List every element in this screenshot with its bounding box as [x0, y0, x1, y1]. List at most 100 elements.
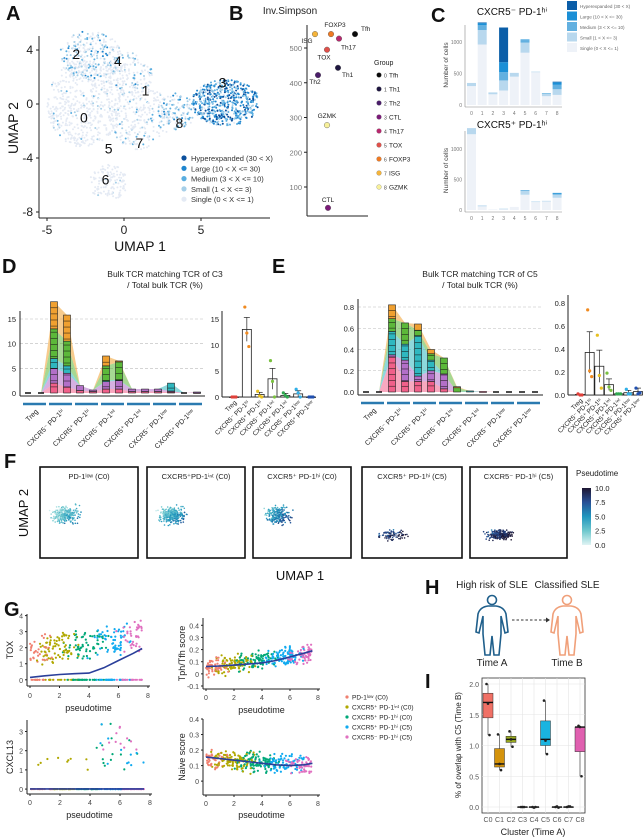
umap-point	[91, 63, 94, 66]
umap-cell-point	[64, 519, 67, 522]
umap-point	[112, 183, 115, 186]
umap-point	[110, 82, 113, 85]
umap-point	[106, 54, 109, 57]
umap-cell-point	[494, 537, 497, 539]
umap-cell-point	[271, 521, 274, 523]
umap-point	[98, 75, 101, 78]
umap-point	[71, 60, 74, 63]
stacked-bar-segment	[531, 202, 541, 210]
umap-point	[86, 64, 89, 67]
umap-point	[121, 70, 124, 73]
cell-point	[307, 659, 310, 662]
umap-point	[121, 93, 124, 96]
cell-point	[289, 651, 292, 655]
umap-cell-point	[175, 514, 178, 516]
umap-cell-point	[492, 536, 495, 538]
stacked-bar-segment	[552, 82, 562, 85]
umap-point	[175, 118, 178, 121]
umap-point	[206, 115, 209, 118]
umap-cell-point	[72, 523, 74, 525]
umap-point	[73, 107, 75, 110]
y-tick-label: 0	[459, 208, 462, 214]
umap-cell-point	[60, 519, 63, 522]
umap-point	[64, 71, 67, 74]
umap-point	[112, 172, 115, 175]
umap-point	[96, 112, 99, 114]
umap-point	[108, 81, 111, 84]
umap-point	[70, 104, 73, 107]
legend-swatch	[181, 196, 187, 202]
umap-point	[124, 183, 127, 186]
umap-point	[99, 57, 102, 60]
bar-y-tick-label: 5	[215, 367, 219, 376]
umap-point	[123, 80, 126, 83]
subplot-title: CXCR5⁺PD-1ⁱⁿᵗ (C0)	[162, 472, 231, 481]
stacked-bar-segment	[509, 206, 519, 210]
umap-point	[219, 87, 221, 89]
umap-point	[251, 114, 254, 117]
umap-cell-point	[288, 514, 290, 517]
umap-cell-point	[280, 514, 283, 516]
umap-cell-point	[276, 515, 278, 518]
x-tick-label: 4	[87, 693, 91, 700]
umap-point	[223, 105, 226, 108]
umap-point	[113, 104, 116, 107]
y-axis-title: CXCL13	[5, 740, 15, 774]
cell-point	[106, 629, 109, 633]
cell-point	[249, 772, 252, 775]
stacked-bar-segment	[50, 382, 58, 394]
cell-point	[255, 753, 258, 756]
umap-point	[83, 106, 86, 109]
cell-point	[273, 650, 276, 653]
x-tick-label: 2	[492, 111, 495, 117]
umap-point	[56, 119, 59, 122]
umap-point	[81, 134, 84, 137]
stacked-bar-segment	[520, 191, 530, 195]
umap-point	[128, 100, 131, 103]
umap-point	[253, 108, 255, 111]
umap-point	[201, 102, 204, 105]
cell-point	[284, 663, 287, 666]
cell-point	[74, 638, 77, 642]
cell-point	[237, 666, 240, 670]
umap-point	[240, 116, 243, 119]
umap-point	[69, 54, 72, 57]
panel-d-c3-overlap: Bulk TCR matching TCR of C3/ Total bulk …	[8, 269, 316, 450]
subplot-title: CXCR5⁺ PD-1ʰⁱ (C0)	[267, 472, 337, 481]
umap-point	[146, 65, 149, 68]
umap-point	[62, 95, 64, 98]
cell-point	[108, 741, 111, 744]
umap-point	[238, 121, 240, 124]
umap-point	[73, 139, 76, 141]
umap-point	[119, 185, 122, 188]
legend-index: 2	[384, 102, 387, 108]
legend-swatch	[181, 165, 187, 171]
umap-point	[167, 116, 170, 119]
umap-point	[88, 113, 91, 116]
umap-point	[219, 110, 222, 113]
umap-point	[84, 62, 87, 65]
cell-point	[224, 661, 227, 664]
x-tick-label: 0	[28, 693, 32, 700]
umap-point	[120, 180, 123, 183]
umap-point	[244, 107, 247, 109]
cell-point	[205, 753, 208, 756]
cell-point	[233, 660, 236, 663]
umap-point	[229, 97, 232, 99]
umap-point	[104, 76, 107, 79]
umap-point	[168, 110, 171, 113]
umap-cell-point	[63, 515, 65, 517]
umap-cell-point	[57, 519, 59, 522]
y-tick-label: 3	[19, 630, 23, 637]
umap-point	[182, 106, 185, 109]
cell-point	[237, 660, 241, 663]
stacked-bar-segment	[115, 388, 123, 394]
umap-cell-point	[281, 524, 283, 527]
stacked-bar-segment	[440, 357, 448, 375]
umap-point	[57, 125, 60, 128]
umap-cell-point	[401, 533, 404, 535]
cell-point	[122, 626, 125, 629]
cell-point	[52, 645, 55, 648]
umap-point	[81, 131, 84, 134]
diversity-point	[336, 35, 343, 42]
